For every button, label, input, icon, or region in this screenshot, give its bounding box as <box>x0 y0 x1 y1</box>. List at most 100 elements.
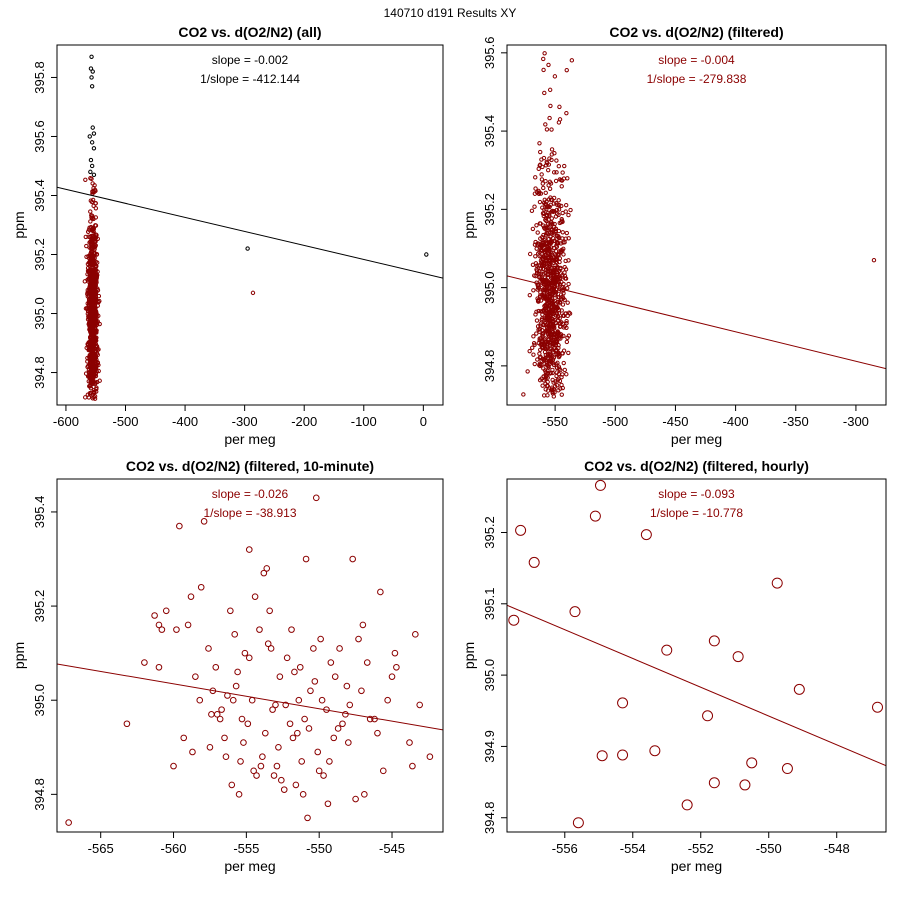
data-point <box>92 236 97 241</box>
data-point <box>531 334 536 339</box>
data-point <box>556 332 561 338</box>
data-point <box>86 234 91 239</box>
data-point <box>283 654 291 662</box>
data-point <box>200 518 208 525</box>
data-point <box>543 381 548 386</box>
data-point <box>359 621 367 629</box>
y-tick-label: 395.4 <box>32 179 47 212</box>
inverse-slope-label: 1/slope = -412.144 <box>200 72 300 86</box>
data-point <box>245 654 253 662</box>
data-point <box>542 308 547 313</box>
data-point <box>90 334 95 339</box>
data-point <box>94 263 99 269</box>
data-point <box>536 263 541 268</box>
data-point <box>534 331 539 336</box>
data-point <box>525 369 530 374</box>
data-point <box>89 226 95 232</box>
data-point <box>872 701 884 713</box>
data-point <box>554 373 559 379</box>
data-point <box>545 213 550 218</box>
data-point <box>192 673 199 680</box>
data-point <box>649 745 661 757</box>
slope-label: slope = -0.004 <box>658 53 735 67</box>
data-point <box>563 209 568 214</box>
data-point <box>240 739 247 746</box>
data-point <box>88 157 94 163</box>
chart-title: CO2 vs. d(O2/N2) (filtered, 10-minute) <box>126 458 374 474</box>
data-point <box>298 758 306 765</box>
data-point <box>232 682 240 690</box>
data-point <box>562 163 567 169</box>
data-point <box>556 202 562 208</box>
data-point <box>91 146 97 151</box>
data-point <box>88 209 93 214</box>
x-tick-label: -556 <box>552 841 578 856</box>
data-point <box>548 342 553 348</box>
data-point <box>542 51 547 56</box>
data-point <box>746 757 758 769</box>
data-point <box>94 369 99 374</box>
data-point <box>241 649 249 657</box>
data-point <box>92 270 97 276</box>
data-point <box>547 318 552 323</box>
data-point <box>305 725 313 732</box>
y-tick-label: 394.8 <box>482 801 497 834</box>
data-point <box>568 207 573 213</box>
data-point <box>546 364 551 370</box>
plot-area <box>57 494 443 826</box>
data-point <box>89 75 94 80</box>
x-tick-label: -555 <box>233 841 259 856</box>
data-point <box>384 696 391 704</box>
data-point <box>532 342 537 347</box>
data-point <box>530 345 535 351</box>
data-point <box>88 382 93 388</box>
data-point <box>537 377 543 383</box>
data-point <box>551 195 557 201</box>
data-point <box>275 743 282 751</box>
data-point <box>295 696 303 704</box>
data-point <box>556 198 561 203</box>
data-point <box>537 355 543 360</box>
data-point <box>535 230 540 235</box>
data-point <box>95 360 101 365</box>
y-tick-label: 395.4 <box>32 496 47 529</box>
x-tick-label: -500 <box>112 414 138 429</box>
data-point <box>541 185 546 191</box>
data-point <box>276 673 284 680</box>
data-point <box>739 779 751 791</box>
data-point <box>266 607 273 615</box>
x-tick-label: 0 <box>420 414 427 429</box>
data-point <box>88 322 94 327</box>
data-point <box>245 246 250 251</box>
regression-line <box>507 604 886 767</box>
data-point <box>550 287 555 292</box>
data-point <box>539 362 544 368</box>
data-point <box>270 772 278 779</box>
data-point <box>594 479 606 491</box>
data-point <box>90 125 95 130</box>
data-point <box>547 186 553 191</box>
data-point <box>93 223 99 228</box>
y-tick-label: 395.1 <box>482 588 497 621</box>
data-point <box>640 529 652 541</box>
data-point <box>548 181 554 186</box>
plot-frame <box>56 478 444 833</box>
data-point <box>546 242 552 247</box>
data-point <box>213 711 221 718</box>
data-point <box>342 711 349 718</box>
data-point <box>187 593 195 600</box>
data-point <box>557 220 562 226</box>
data-point <box>534 318 540 323</box>
x-tick-label: -500 <box>602 414 628 429</box>
data-point <box>208 711 215 718</box>
data-point <box>83 234 88 240</box>
data-point <box>565 176 570 181</box>
data-point <box>541 366 546 371</box>
data-point <box>379 767 387 775</box>
data-point <box>250 290 256 296</box>
data-point <box>91 185 96 191</box>
data-point <box>184 621 192 629</box>
data-point <box>196 696 204 704</box>
data-point <box>565 286 570 291</box>
data-point <box>552 150 557 156</box>
